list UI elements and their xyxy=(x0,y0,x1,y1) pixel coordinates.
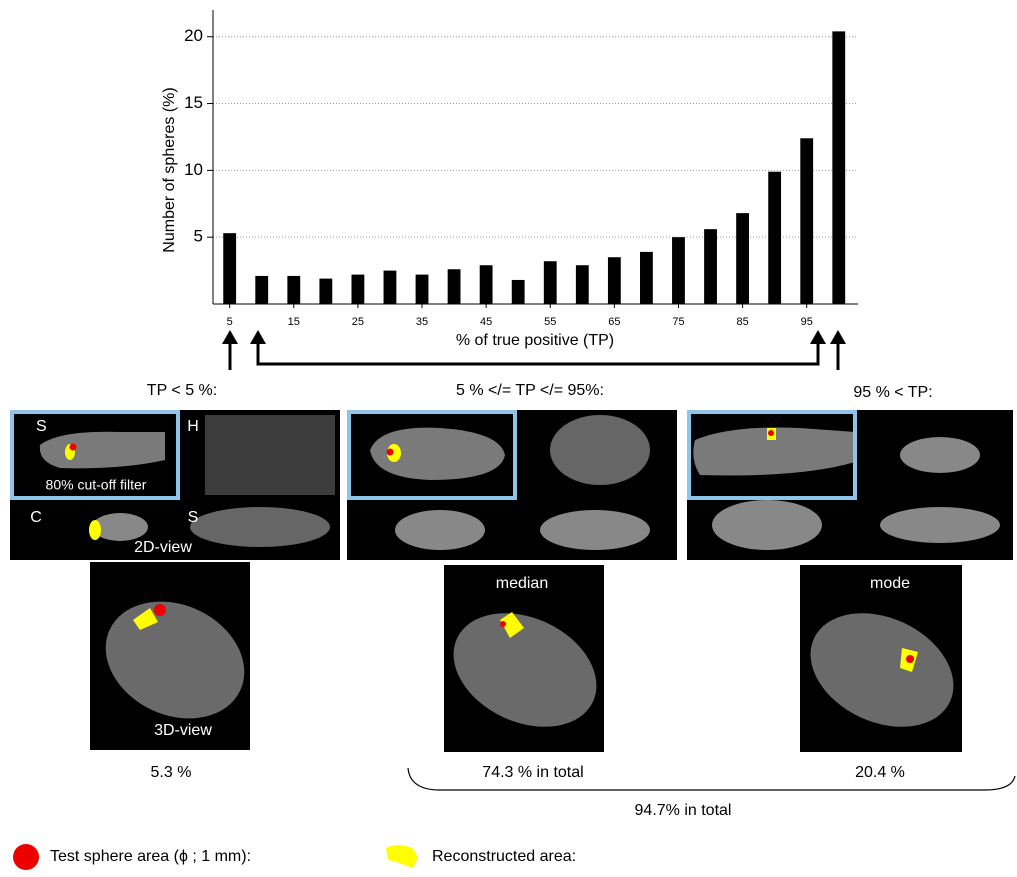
filter-label: 80% cut-off filter xyxy=(46,477,147,493)
bar xyxy=(736,213,749,304)
bar xyxy=(255,276,268,304)
view-label: H xyxy=(187,418,199,435)
legend-label: Test sphere area (ϕ ; 1 mm): xyxy=(50,848,251,865)
x-tick-label: 55 xyxy=(544,316,556,328)
view-label: S xyxy=(36,418,47,435)
panel-2d-high xyxy=(687,410,1013,560)
total-label: 74.3 % in total xyxy=(482,764,583,781)
view-label: S xyxy=(188,509,199,526)
panel-3d-mid: median xyxy=(435,565,615,752)
x-tick-label: 75 xyxy=(672,316,684,328)
x-tick-label: 25 xyxy=(352,316,364,328)
view-label: median xyxy=(496,575,548,592)
y-tick-label: 15 xyxy=(184,93,203,112)
group-label: TP < 5 %: xyxy=(147,382,217,399)
y-axis-label: Number of spheres (%) xyxy=(161,87,178,252)
bar xyxy=(832,31,845,304)
bar xyxy=(800,138,813,304)
legend-swatch xyxy=(386,845,417,868)
legend-swatch xyxy=(13,844,39,870)
bar xyxy=(512,280,525,304)
panel-2d-low: S H 80% cut-off filter C S 2D-view xyxy=(10,410,340,560)
panel-3d-low: 3D-view xyxy=(87,562,264,750)
x-tick-label: 35 xyxy=(416,316,428,328)
panel-2d-mid xyxy=(347,410,677,560)
figure: 5 10 15 20 5 15 25 35 45 55 65 75 85 95 Number of sph… xyxy=(0,0,1017,877)
bar xyxy=(576,265,589,304)
bar xyxy=(704,229,717,304)
y-tick-label: 5 xyxy=(194,227,203,246)
x-tick-label: 85 xyxy=(736,316,748,328)
bar xyxy=(384,271,397,304)
bar xyxy=(319,279,332,304)
x-axis-label: % of true positive (TP) xyxy=(456,332,614,349)
legend-label: Reconstructed area: xyxy=(432,848,576,865)
bar xyxy=(640,252,653,304)
bar xyxy=(608,257,621,304)
y-tick-label: 10 xyxy=(184,160,203,179)
bar xyxy=(287,276,300,304)
x-tick-label: 45 xyxy=(480,316,492,328)
view-label: mode xyxy=(870,575,910,592)
bar xyxy=(448,269,461,304)
view-label: C xyxy=(30,509,42,526)
group-label: 95 % < TP: xyxy=(853,384,932,401)
y-tick-label: 20 xyxy=(184,26,203,45)
view-label: 3D-view xyxy=(154,722,212,739)
total-label: 5.3 % xyxy=(151,764,192,781)
bar xyxy=(768,172,781,304)
x-tick-label: 5 xyxy=(227,316,233,328)
bar xyxy=(416,275,429,304)
histogram: 5 10 15 20 5 15 25 35 45 55 65 75 85 95 xyxy=(184,10,858,328)
group-label: 5 % </= TP </= 95%: xyxy=(456,382,604,399)
bar xyxy=(544,261,557,304)
total-label: 20.4 % xyxy=(855,764,905,781)
total-label: 94.7% in total xyxy=(635,802,732,819)
bar xyxy=(223,233,236,304)
x-tick-label: 95 xyxy=(801,316,813,328)
x-tick-label: 15 xyxy=(288,316,300,328)
bar xyxy=(672,237,685,304)
view-label: 2D-view xyxy=(134,539,192,556)
x-tick-label: 65 xyxy=(608,316,620,328)
bar xyxy=(480,265,493,304)
panel-3d-high: mode xyxy=(792,565,972,752)
bar xyxy=(351,275,364,304)
